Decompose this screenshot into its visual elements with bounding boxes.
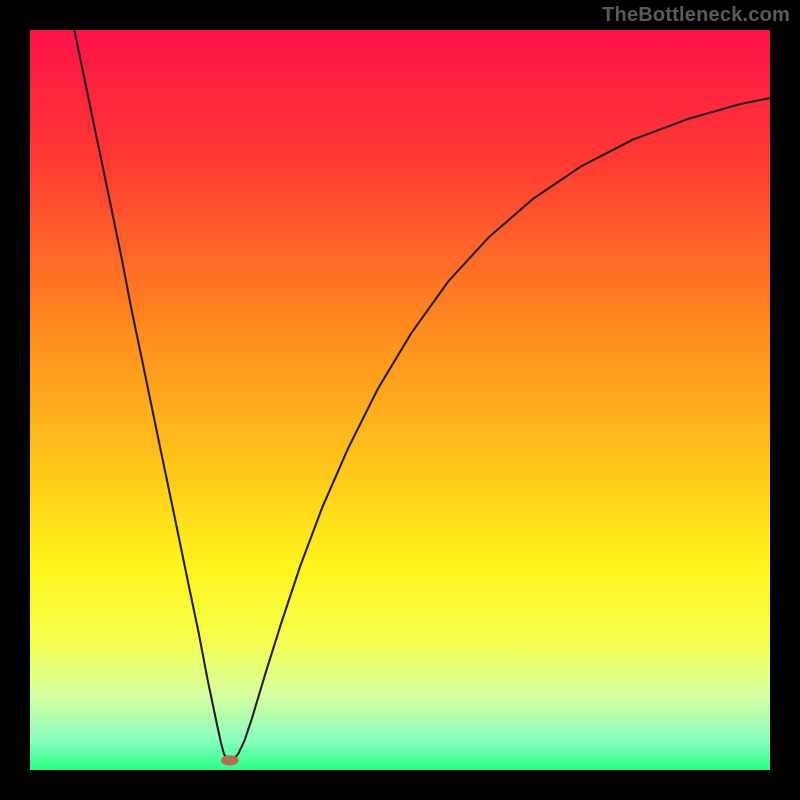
bottleneck-chart: [30, 30, 770, 770]
attribution-label: TheBottleneck.com: [602, 4, 790, 27]
plot-background: [30, 30, 770, 770]
chart-container: TheBottleneck.com: [0, 0, 800, 800]
min-marker: [221, 755, 239, 765]
